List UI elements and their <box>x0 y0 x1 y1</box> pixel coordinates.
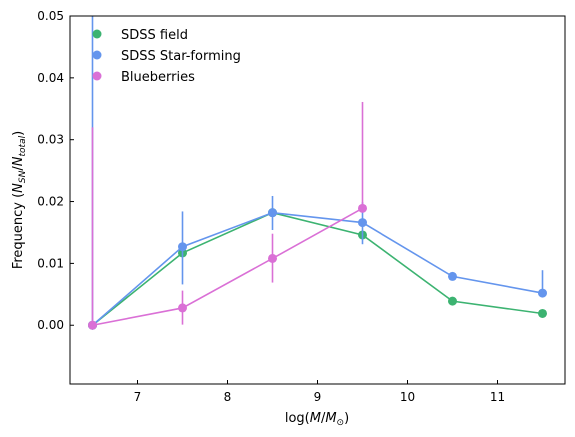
legend-label: Blueberries <box>121 70 195 85</box>
legend-marker <box>92 50 102 60</box>
data-point <box>538 288 547 298</box>
data-point <box>448 271 457 281</box>
legend-marker <box>92 29 102 39</box>
axis-ticks: 7 8 9 10 11 0.00 0.01 0.02 0.03 0.04 0.05 <box>37 9 505 404</box>
y-tick-label: 0.01 <box>37 256 64 270</box>
series-line <box>91 211 543 326</box>
data-point <box>358 218 367 228</box>
x-tick-label: 9 <box>314 390 322 404</box>
legend-label: SDSS field <box>121 28 188 43</box>
data-point <box>538 308 547 318</box>
data-point <box>178 242 187 252</box>
plot-marks <box>88 16 547 330</box>
x-tick-label: 10 <box>400 390 415 404</box>
y-tick-label: 0.02 <box>37 195 64 209</box>
data-point <box>358 203 367 213</box>
y-tick-label: 0.04 <box>37 71 64 85</box>
series-line <box>91 211 543 326</box>
x-tick-label: 11 <box>490 390 505 404</box>
series-line <box>92 207 363 327</box>
series-blueberries <box>88 101 367 330</box>
y-axis-label: Frequency (NSN/Ntotal) <box>11 131 28 269</box>
x-axis-label: log(M/M⊙) <box>285 411 349 428</box>
data-point <box>268 253 277 263</box>
y-tick-label: 0.00 <box>37 318 64 332</box>
legend: SDSS field SDSS Star-forming Blueberries <box>92 28 241 85</box>
data-point <box>268 208 277 218</box>
data-point <box>448 296 457 306</box>
legend-marker <box>92 71 102 81</box>
legend-label: SDSS Star-forming <box>121 49 241 64</box>
data-point <box>88 320 97 330</box>
x-tick-label: 8 <box>224 390 232 404</box>
data-point <box>178 303 187 313</box>
y-tick-label: 0.03 <box>37 133 64 147</box>
y-tick-label: 0.05 <box>37 9 64 23</box>
x-tick-label: 7 <box>134 390 142 404</box>
